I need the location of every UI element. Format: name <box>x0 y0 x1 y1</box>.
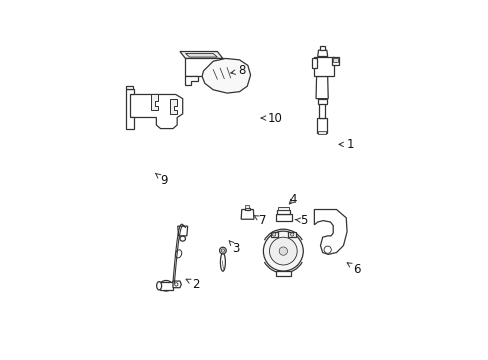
Polygon shape <box>277 210 289 214</box>
Text: 7: 7 <box>253 214 266 227</box>
Circle shape <box>272 233 275 236</box>
Circle shape <box>174 283 178 286</box>
Polygon shape <box>185 58 223 76</box>
Polygon shape <box>270 232 278 237</box>
Circle shape <box>263 231 303 271</box>
Polygon shape <box>314 57 333 76</box>
Text: 8: 8 <box>230 64 245 77</box>
Polygon shape <box>333 58 337 62</box>
Circle shape <box>279 247 287 255</box>
Polygon shape <box>278 207 288 210</box>
Polygon shape <box>125 89 134 129</box>
Polygon shape <box>288 232 295 237</box>
Polygon shape <box>317 99 326 104</box>
Polygon shape <box>180 51 223 58</box>
Polygon shape <box>311 58 316 68</box>
Text: 9: 9 <box>155 173 168 187</box>
Ellipse shape <box>175 250 182 258</box>
Ellipse shape <box>159 280 172 291</box>
Text: 5: 5 <box>294 214 307 227</box>
Polygon shape <box>317 50 327 57</box>
Polygon shape <box>244 208 249 210</box>
Polygon shape <box>177 226 187 236</box>
Polygon shape <box>160 282 173 290</box>
Circle shape <box>215 72 219 76</box>
Polygon shape <box>319 103 324 118</box>
Circle shape <box>219 247 226 254</box>
Circle shape <box>269 237 297 265</box>
Polygon shape <box>185 53 217 57</box>
Text: 4: 4 <box>289 193 296 206</box>
Polygon shape <box>130 94 183 129</box>
Polygon shape <box>275 214 291 221</box>
Ellipse shape <box>156 282 162 290</box>
Polygon shape <box>276 271 290 276</box>
Circle shape <box>221 249 224 252</box>
Polygon shape <box>173 281 181 288</box>
Polygon shape <box>150 94 158 110</box>
Text: 10: 10 <box>261 112 282 125</box>
Ellipse shape <box>180 236 185 241</box>
Text: 2: 2 <box>186 278 200 291</box>
Polygon shape <box>185 76 198 85</box>
Text: 3: 3 <box>229 241 240 255</box>
Polygon shape <box>125 86 133 89</box>
Text: 1: 1 <box>338 138 353 151</box>
Polygon shape <box>317 131 325 134</box>
Polygon shape <box>315 76 327 99</box>
Polygon shape <box>170 99 177 114</box>
Ellipse shape <box>220 253 225 271</box>
Text: 6: 6 <box>346 262 360 276</box>
Circle shape <box>324 246 330 253</box>
Circle shape <box>290 233 293 236</box>
Polygon shape <box>202 58 250 93</box>
Polygon shape <box>244 205 249 208</box>
Polygon shape <box>319 46 325 50</box>
Polygon shape <box>317 118 326 133</box>
Polygon shape <box>332 57 339 66</box>
Polygon shape <box>314 210 346 255</box>
Polygon shape <box>241 210 253 219</box>
